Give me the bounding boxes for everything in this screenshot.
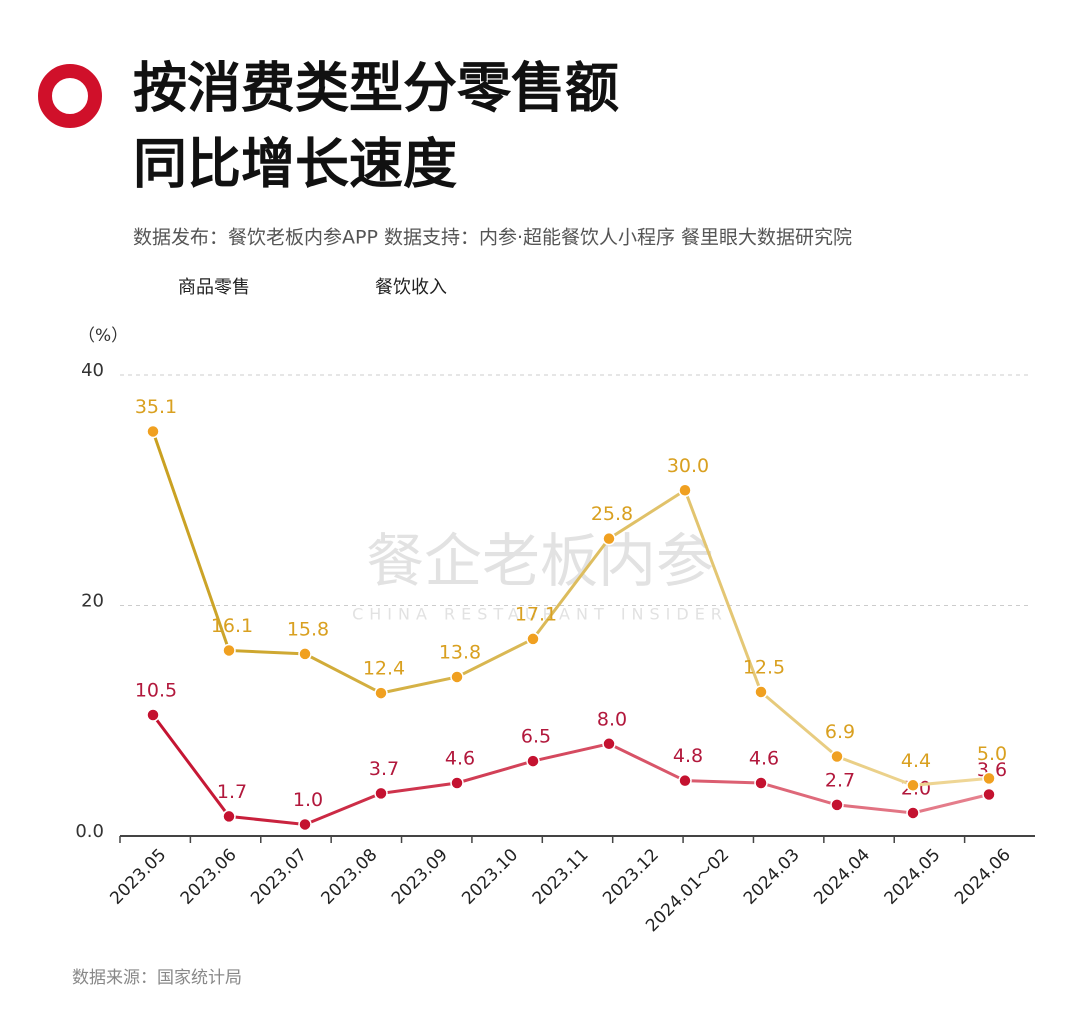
data-point — [450, 776, 464, 790]
chart-title: 同比增长速度 — [133, 133, 457, 196]
data-point — [146, 708, 160, 722]
data-label: 3.7 — [369, 758, 399, 780]
data-point — [450, 670, 464, 684]
data-point — [602, 531, 616, 546]
x-tick-label: 2023.08 — [318, 845, 382, 909]
y-tick-label: 0.0 — [75, 821, 104, 842]
x-tick-label: 2023.05 — [106, 845, 170, 909]
data-label: 17.1 — [515, 603, 557, 625]
x-tick-label: 2023.07 — [247, 845, 311, 909]
data-point — [298, 817, 312, 832]
data-point — [982, 787, 996, 802]
data-label: 4.6 — [749, 747, 779, 769]
data-label: 10.5 — [135, 679, 177, 701]
legend-label: 餐饮收入 — [375, 277, 447, 298]
series-line — [151, 714, 990, 827]
watermark: 餐企老板内参 — [366, 527, 714, 595]
data-label: 25.8 — [591, 503, 633, 525]
x-tick-label: 2023.10 — [458, 845, 522, 909]
data-label: 12.5 — [743, 656, 785, 678]
data-label: 5.0 — [977, 743, 1007, 765]
subtitle: 数据发布：餐饮老板内参APP 数据支持：内参·超能餐饮人小程序 餐里眼大数据研究… — [133, 227, 852, 249]
data-point — [678, 483, 692, 497]
watermark: CHINA RESTAURANT INSIDER — [352, 605, 728, 624]
series-line — [151, 430, 990, 787]
data-point — [830, 798, 844, 812]
data-label: 1.0 — [293, 789, 323, 811]
data-label: 6.9 — [825, 721, 855, 743]
data-point — [906, 778, 920, 793]
legend-label: 商品零售 — [178, 277, 250, 298]
y-tick-label: 40 — [81, 360, 104, 381]
data-point — [754, 685, 768, 699]
data-label: 2.7 — [825, 769, 855, 791]
x-tick-label: 2023.06 — [177, 845, 241, 909]
data-label: 1.7 — [217, 781, 247, 803]
data-point — [374, 686, 388, 700]
data-point — [526, 632, 540, 646]
y-axis-label: （%） — [78, 326, 128, 346]
data-label: 4.6 — [445, 747, 475, 769]
y-tick-label: 20 — [81, 591, 104, 612]
data-label: 13.8 — [439, 641, 481, 663]
x-tick-label: 2024.04 — [810, 845, 874, 909]
data-point — [374, 786, 388, 801]
data-point — [146, 424, 160, 439]
data-label: 4.8 — [673, 745, 703, 767]
x-tick-label: 2023.09 — [388, 845, 452, 909]
data-point — [830, 749, 844, 764]
x-tick-label: 2023.12 — [599, 845, 663, 909]
data-label: 4.4 — [901, 750, 931, 772]
data-label: 35.1 — [135, 396, 177, 418]
data-label: 8.0 — [597, 708, 627, 730]
data-point — [982, 771, 996, 786]
data-point — [754, 776, 768, 790]
data-point — [678, 773, 692, 788]
x-tick-label: 2023.11 — [529, 845, 593, 909]
data-label: 30.0 — [667, 455, 709, 477]
data-label: 12.4 — [363, 658, 405, 680]
title-icon — [38, 64, 102, 128]
source: 数据来源：国家统计局 — [72, 968, 242, 988]
x-tick-label: 2024.06 — [951, 845, 1015, 909]
data-point — [906, 806, 920, 820]
data-label: 15.8 — [287, 618, 329, 640]
data-label: 6.5 — [521, 726, 551, 748]
data-label: 16.1 — [211, 615, 253, 637]
data-point — [602, 737, 616, 751]
x-tick-label: 2024.03 — [740, 845, 804, 909]
x-tick-label: 2024.05 — [881, 845, 945, 909]
chart-title: 按消费类型分零售额 — [133, 57, 619, 120]
data-point — [222, 643, 236, 658]
data-point — [298, 647, 312, 661]
data-point — [526, 754, 540, 768]
data-point — [222, 809, 236, 824]
